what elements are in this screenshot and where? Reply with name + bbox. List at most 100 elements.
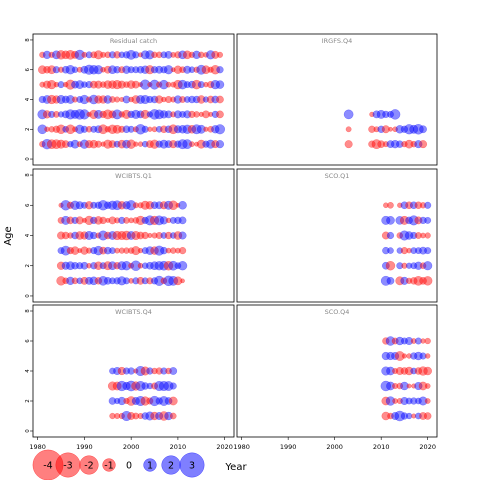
bubble: [42, 95, 52, 104]
bubble: [127, 412, 136, 420]
bubble: [80, 231, 89, 240]
bubble: [86, 111, 92, 117]
panel-bubbles: [107, 366, 178, 422]
bubble: [164, 411, 173, 421]
bubble: [76, 277, 84, 285]
bubble: [206, 139, 216, 149]
bubble: [76, 141, 83, 148]
bubble: [216, 110, 224, 119]
panel-title: WCIBTS.Q1: [115, 172, 152, 180]
panel-bubbles: [380, 336, 432, 422]
bubble: [71, 277, 79, 285]
bubble: [117, 80, 126, 89]
bubble: [145, 201, 154, 210]
y-tick-label: 2: [25, 264, 31, 268]
bubble: [145, 246, 155, 255]
bubble: [425, 353, 431, 359]
bubble: [386, 216, 395, 225]
legend-label: 3: [189, 461, 195, 472]
bubble: [155, 95, 164, 104]
y-tick-label: 6: [25, 203, 31, 207]
bubble: [126, 200, 137, 211]
bubble: [155, 51, 163, 59]
bubble: [419, 216, 427, 224]
bubble: [164, 231, 173, 240]
bubble: [387, 202, 394, 209]
bubble: [210, 65, 220, 75]
bubble: [57, 217, 65, 224]
bubble: [419, 125, 427, 134]
panel-3: SCO.Q1: [236, 168, 438, 303]
bubble: [394, 410, 406, 422]
bubble: [71, 80, 79, 89]
bubble: [400, 201, 409, 210]
bubble: [104, 51, 112, 59]
bubble: [103, 261, 113, 271]
bubble: [414, 216, 423, 225]
bubble: [127, 125, 135, 133]
bubble: [424, 232, 431, 239]
y-tick-label: 0: [25, 429, 31, 433]
panel-frame: [236, 168, 438, 303]
bubble: [155, 232, 163, 239]
bubble: [188, 66, 196, 73]
bubble: [381, 366, 391, 376]
bubble: [423, 261, 433, 271]
bubble: [410, 140, 417, 148]
bubble: [108, 65, 117, 75]
bubble: [159, 79, 169, 90]
bubble: [71, 66, 79, 73]
bubble: [419, 140, 428, 149]
x-tick-label: 2020: [419, 443, 436, 451]
bubble: [216, 95, 224, 104]
bubble: [173, 276, 183, 286]
bubble: [141, 382, 149, 390]
bubble: [131, 80, 140, 89]
bubble: [37, 109, 48, 120]
bubble: [344, 140, 353, 149]
bubble: [414, 367, 423, 375]
bubble: [168, 276, 179, 286]
bubble: [66, 276, 75, 285]
bubble: [174, 51, 182, 59]
bubble: [414, 140, 423, 149]
bubble: [57, 81, 65, 89]
bubble: [381, 411, 391, 421]
bubble: [206, 95, 215, 104]
bubble: [146, 140, 154, 148]
bubble: [99, 81, 107, 88]
x-tick-label: 1980: [29, 443, 46, 451]
bubble: [424, 398, 431, 404]
bubble: [414, 337, 422, 345]
bubble: [203, 81, 209, 88]
legend-bubble: [179, 452, 205, 478]
bubble: [404, 139, 414, 149]
bubble: [197, 95, 206, 104]
bubble: [196, 124, 206, 134]
bubble: [132, 277, 140, 285]
bubble: [122, 109, 131, 119]
bubble: [410, 397, 418, 405]
bubble: [391, 140, 400, 149]
bubble: [160, 51, 168, 59]
bubble: [400, 247, 408, 255]
bubble: [415, 232, 422, 239]
bubble: [136, 276, 145, 285]
bubble: [371, 139, 382, 149]
bubble: [386, 351, 395, 361]
bubble: [108, 397, 117, 405]
bubble: [400, 367, 409, 375]
bubble: [401, 353, 407, 359]
bubble: [174, 262, 182, 270]
bubble: [126, 80, 136, 89]
bubble: [179, 111, 186, 118]
bubble: [140, 79, 151, 90]
bubble: [104, 277, 112, 285]
y-tick-label: 6: [25, 67, 31, 71]
panel-5: SCO.Q4 1980 1990 2000 2010 2020: [233, 304, 438, 451]
bubble: [386, 231, 395, 240]
bubble: [90, 231, 98, 240]
bubble: [368, 125, 376, 133]
bubble: [216, 51, 223, 58]
bubble: [414, 201, 423, 209]
